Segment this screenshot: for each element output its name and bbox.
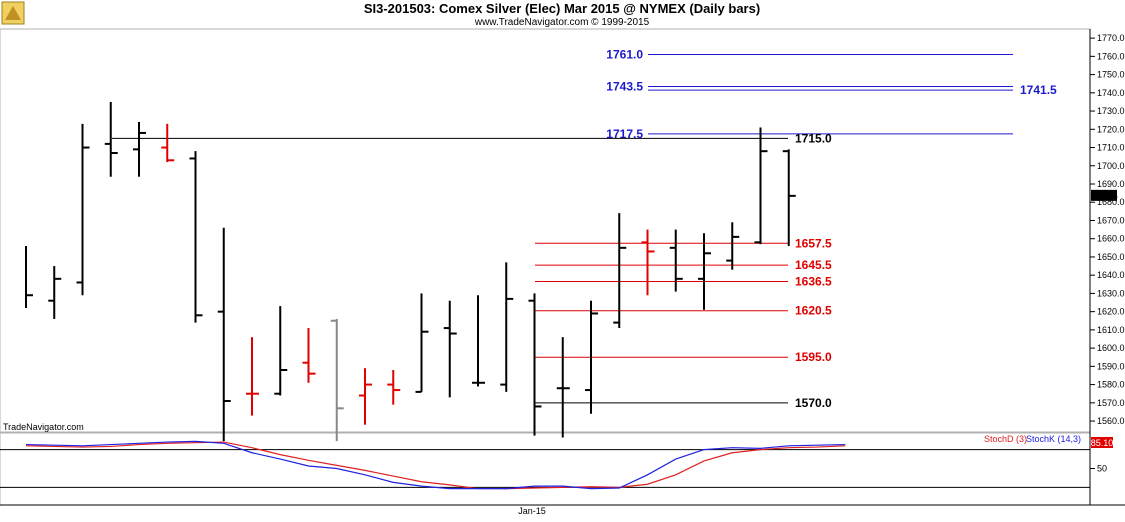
y-tick-label: 1710.0: [1097, 143, 1125, 153]
ohlc-bar: [641, 229, 655, 296]
price-axis: 1560.0 1570.0 1580.0 1590.0 1600.0 1610.0 1620…: [1090, 33, 1125, 426]
y-tick-label: 1700.0: [1097, 161, 1125, 171]
y-tick-label: 1650.0: [1097, 252, 1125, 262]
ohlc-bar: [726, 222, 740, 270]
ohlc-bar: [161, 123, 175, 163]
svg-text:1683.5: 1683.5: [1090, 191, 1118, 201]
ohlc-bar: [274, 306, 288, 396]
tradenavigator-logo[interactable]: [1, 1, 25, 25]
x-tick-label: Jan-15: [518, 506, 546, 516]
y-tick-label: 1570.0: [1097, 398, 1125, 408]
level-label: 1743.5: [606, 79, 643, 93]
y-tick-label: 1770.0: [1097, 33, 1125, 43]
ohlc-bar: [443, 300, 457, 398]
y-tick-label: 1620.0: [1097, 307, 1125, 317]
indicator-tick-label: 50: [1097, 464, 1107, 474]
y-tick-label: 1690.0: [1097, 179, 1125, 189]
y-tick-label: 1760.0: [1097, 51, 1125, 61]
ohlc-bar: [585, 300, 598, 414]
stoch-k-legend: StochK (14,3): [1026, 434, 1081, 444]
y-tick-label: 1750.0: [1097, 70, 1125, 80]
level-label: 1715.0: [795, 131, 832, 145]
y-tick-label: 1740.0: [1097, 88, 1125, 98]
level-label: 1570.0: [795, 396, 832, 410]
y-tick-label: 1730.0: [1097, 106, 1125, 116]
ohlc-bar: [217, 227, 231, 442]
level-label: 1761.0: [606, 48, 643, 62]
ohlc-bar: [359, 368, 372, 425]
y-tick-label: 1670.0: [1097, 215, 1125, 225]
level-label: 1657.5: [795, 236, 832, 250]
ohlc-bar: [472, 295, 485, 387]
level-label: 1620.5: [795, 304, 832, 318]
y-tick-label: 1580.0: [1097, 380, 1125, 390]
level-label: 1741.5: [1020, 83, 1057, 97]
stoch-k-line: [25, 440, 846, 490]
level-lines: 1761.0 1743.5 1741.5 1717.5 1715.0 1657.5 1645…: [112, 48, 1057, 410]
ohlc-bar: [387, 370, 401, 405]
chart-subtitle: www.TradeNavigator.com © 1999-2015: [474, 17, 650, 28]
ohlc-bar: [669, 229, 683, 292]
y-tick-label: 1660.0: [1097, 234, 1125, 244]
last-price-badge: 1683.5: [1090, 189, 1118, 201]
ohlc-bar: [556, 337, 570, 438]
y-tick-label: 1680.0: [1097, 197, 1125, 207]
y-tick-label: 1560.0: [1097, 416, 1125, 426]
price-bars: [25, 101, 796, 442]
level-label: 1717.5: [606, 127, 643, 141]
ohlc-bar: [528, 293, 542, 436]
ohlc-bar: [613, 213, 627, 329]
y-tick-label: 1590.0: [1097, 361, 1125, 371]
ohlc-bar: [415, 293, 429, 393]
stoch-d-legend: StochD (3): [984, 434, 1027, 444]
ohlc-bar: [302, 328, 316, 383]
level-label: 1636.5: [795, 275, 832, 289]
svg-text:85.10: 85.10: [1091, 438, 1114, 448]
ohlc-bar: [782, 149, 796, 246]
y-tick-label: 1600.0: [1097, 343, 1125, 353]
ohlc-bar: [104, 101, 118, 177]
ohlc-bar: [698, 233, 711, 310]
chart-title: SI3-201503: Comex Silver (Elec) Mar 2015…: [364, 1, 760, 16]
ohlc-bar: [246, 337, 259, 416]
y-tick-label: 1720.0: [1097, 124, 1125, 134]
ohlc-bar: [330, 318, 344, 442]
level-label: 1645.5: [795, 258, 832, 272]
level-label: 1595.0: [795, 350, 832, 364]
ohlc-bar: [500, 262, 514, 392]
y-tick-label: 1630.0: [1097, 288, 1125, 298]
ohlc-bar: [25, 246, 33, 308]
y-tick-label: 1610.0: [1097, 325, 1125, 335]
y-tick-label: 1640.0: [1097, 270, 1125, 280]
ohlc-bar: [189, 151, 203, 323]
ohlc-bar: [48, 266, 62, 319]
indicator-readout: 85.10: [1091, 437, 1114, 448]
ohlc-bar: [76, 123, 90, 296]
watermark: TradeNavigator.com: [3, 422, 84, 432]
stoch-d-line: [25, 441, 846, 490]
stochastic-indicator: 50: [0, 440, 1107, 490]
ohlc-bar: [133, 122, 146, 177]
ohlc-bar: [754, 127, 768, 245]
